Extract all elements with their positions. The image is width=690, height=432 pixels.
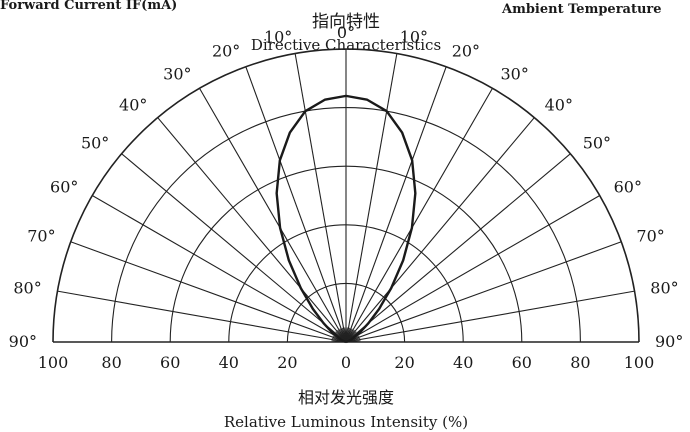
grid-spoke bbox=[345, 241, 622, 343]
chart-title: Directive Characteristics bbox=[251, 36, 441, 54]
grid-spoke bbox=[121, 153, 347, 343]
grid-spoke bbox=[91, 195, 347, 343]
grid-spoke bbox=[70, 241, 347, 343]
grid-spoke bbox=[57, 290, 347, 343]
grid-spoke bbox=[157, 117, 347, 343]
grid-spoke bbox=[345, 290, 635, 343]
angle-labels: 0° 10° 10° 20° 20° 30° 30° 40° 40° 50° 50° 60° 60° 70… bbox=[9, 23, 684, 351]
base-axis bbox=[53, 327, 639, 343]
radial-tick-label: 80 bbox=[570, 353, 590, 372]
pattern-curve bbox=[275, 94, 417, 344]
angle-label: 20° bbox=[452, 42, 480, 61]
radial-tick-label: 100 bbox=[624, 353, 655, 372]
angle-label: 10° bbox=[400, 28, 428, 47]
angle-label: 80° bbox=[650, 278, 678, 297]
grid-spoke bbox=[294, 53, 347, 343]
angle-label: 40° bbox=[545, 95, 573, 114]
grid-spoke bbox=[245, 66, 347, 343]
radial-tick-label: 20 bbox=[394, 353, 414, 372]
chart-title-cn: 指向特性 bbox=[312, 12, 380, 32]
angle-label: 50° bbox=[81, 133, 109, 152]
grid-spoke bbox=[199, 87, 347, 343]
polar-grid bbox=[52, 48, 640, 343]
grid-spoke bbox=[345, 195, 601, 343]
grid-spoke bbox=[345, 117, 535, 343]
angle-label: 90° bbox=[655, 332, 683, 351]
angle-label: 10° bbox=[264, 28, 292, 47]
radial-tick-label: 20 bbox=[277, 353, 297, 372]
angle-label: 60° bbox=[50, 178, 78, 197]
grid-spoke bbox=[345, 53, 398, 343]
cut-header-right: Ambient Temperature bbox=[501, 2, 662, 17]
angle-label: 60° bbox=[614, 178, 642, 197]
x-axis-label: Relative Luminous Intensity (%) bbox=[224, 413, 468, 431]
x-axis-label-cn: 相对发光强度 bbox=[298, 388, 394, 407]
angle-label: 0° bbox=[337, 23, 355, 42]
radial-tick-label: 60 bbox=[512, 353, 532, 372]
radial-tick-label: 60 bbox=[160, 353, 180, 372]
angle-label: 20° bbox=[212, 42, 240, 61]
radial-tick-label: 80 bbox=[101, 353, 121, 372]
cut-header-left: Forward Current IF(mA) bbox=[0, 0, 177, 13]
angle-label: 70° bbox=[27, 226, 55, 245]
angle-label: 30° bbox=[163, 64, 191, 83]
radial-tick-labels: 100 80 60 40 20 0 20 40 60 80 100 bbox=[38, 353, 655, 372]
grid-spoke bbox=[345, 87, 493, 343]
grid-spoke bbox=[345, 66, 447, 343]
radial-tick-label: 40 bbox=[453, 353, 473, 372]
angle-label: 50° bbox=[583, 133, 611, 152]
angle-label: 30° bbox=[501, 64, 529, 83]
angle-label: 90° bbox=[9, 332, 37, 351]
pattern-curve-layer bbox=[275, 94, 417, 344]
radial-tick-label: 40 bbox=[219, 353, 239, 372]
angle-label: 70° bbox=[636, 226, 664, 245]
angle-label: 40° bbox=[119, 95, 147, 114]
angle-label: 80° bbox=[13, 278, 41, 297]
radial-tick-label: 0 bbox=[341, 353, 351, 372]
grid-spoke bbox=[345, 153, 571, 343]
radial-tick-label: 100 bbox=[38, 353, 69, 372]
